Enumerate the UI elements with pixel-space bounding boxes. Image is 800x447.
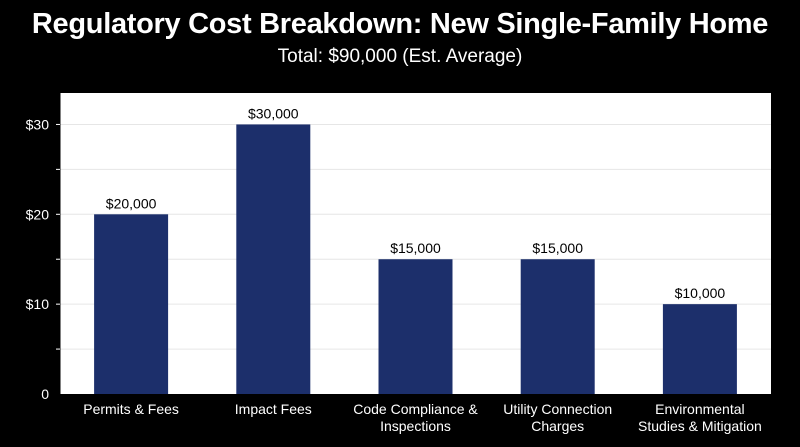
x-tick-label-line: Inspections (380, 418, 451, 434)
x-tick-label: Code Compliance & Inspections (353, 401, 478, 434)
y-tick-label: $20 (26, 206, 50, 222)
data-label: $30,000 (248, 105, 299, 121)
x-tick-label-line: Utility Connection (503, 401, 612, 417)
x-tick-label-line: Studies & Mitigation (638, 418, 762, 434)
data-label: $20,000 (106, 195, 157, 211)
data-label: $15,000 (390, 240, 441, 256)
y-tick-label: $30 (26, 116, 50, 132)
bar (236, 124, 311, 395)
x-tick-label-line: Charges (531, 418, 584, 434)
bar (662, 304, 737, 394)
x-tick-label: Environmental Studies & Mitigation (638, 401, 762, 434)
chart-title: Regulatory Cost Breakdown: New Single-Fa… (31, 8, 769, 40)
x-tick-label-line: Impact Fees (235, 401, 312, 417)
bar (378, 259, 453, 394)
data-label: $15,000 (532, 240, 583, 256)
data-label: $10,000 (675, 285, 726, 301)
bar (94, 214, 169, 394)
x-tick-label: Permits & Fees (83, 401, 179, 417)
y-tick-label: $10 (26, 296, 50, 312)
y-tick-label: 0 (41, 386, 49, 402)
x-tick-label-line: Code Compliance & (353, 401, 478, 417)
x-tick-label: Utility Connection Charges (503, 401, 612, 434)
bar (520, 259, 595, 394)
chart-subtitle: Total: $90,000 (Est. Average) (277, 46, 523, 67)
x-tick-label-line: Permits & Fees (83, 401, 179, 417)
x-tick-label: Impact Fees (235, 401, 312, 417)
x-tick-label-line: Environmental (655, 401, 745, 417)
